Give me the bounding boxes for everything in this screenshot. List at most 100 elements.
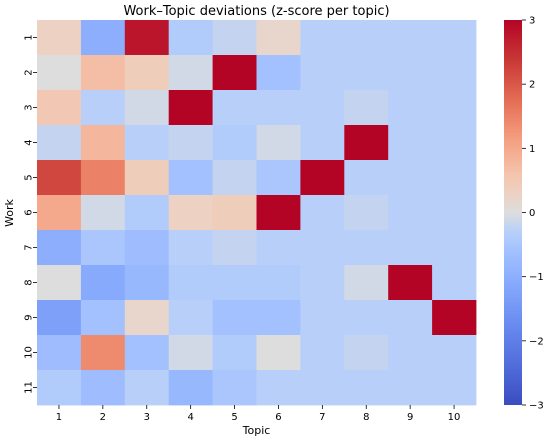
y-tick-label: 9 xyxy=(24,314,35,320)
heatmap-cell xyxy=(168,55,213,91)
y-tick-label: 4 xyxy=(24,139,35,145)
heatmap-cell xyxy=(37,370,82,406)
heatmap-cell xyxy=(37,335,82,371)
heatmap-cell xyxy=(432,230,477,266)
heatmap-cell xyxy=(300,125,345,161)
heatmap-cell xyxy=(124,20,170,56)
heatmap-cell xyxy=(300,335,345,371)
y-axis-ticks: 1 2 3 4 5 6 7 8 9 10 11 xyxy=(24,34,37,394)
heatmap-cell xyxy=(124,370,170,406)
heatmap-cell xyxy=(388,335,433,371)
heatmap-cell xyxy=(256,160,301,196)
heatmap-cell xyxy=(80,230,126,266)
heatmap-cell xyxy=(212,160,257,196)
heatmap-cell xyxy=(212,90,257,126)
heatmap-cell xyxy=(432,90,477,126)
colorbar-tick-label: −2 xyxy=(529,336,544,347)
x-tick-label: 2 xyxy=(100,412,106,423)
heatmap-cell xyxy=(300,55,345,91)
heatmap-cell xyxy=(388,20,433,56)
heatmap-cell xyxy=(432,55,477,91)
heatmap-cell xyxy=(432,370,477,406)
colorbar-tick-label: 1 xyxy=(529,144,535,155)
heatmap-cell xyxy=(300,195,345,231)
heatmap-cell xyxy=(344,55,389,91)
heatmap-cell xyxy=(124,195,170,231)
heatmap-cell xyxy=(256,90,301,126)
y-tick-label: 5 xyxy=(24,174,35,180)
heatmap-cell xyxy=(388,265,433,301)
heatmap-cell xyxy=(300,300,345,336)
heatmap-cell xyxy=(37,195,82,231)
heatmap-cell xyxy=(37,90,82,126)
heatmap-cell xyxy=(212,55,257,91)
heatmap-cell xyxy=(37,125,82,161)
heatmap-cell xyxy=(344,230,389,266)
heatmap-cell xyxy=(37,230,82,266)
heatmap-cell xyxy=(80,265,126,301)
heatmap-cell xyxy=(388,55,433,91)
heatmap-cell xyxy=(168,20,213,56)
heatmap-cell xyxy=(212,265,257,301)
colorbar-tick-label: 0 xyxy=(529,208,535,219)
heatmap-cell xyxy=(37,300,82,336)
heatmap-cell xyxy=(124,265,170,301)
heatmap-cell xyxy=(124,160,170,196)
heatmap-cell xyxy=(256,230,301,266)
heatmap-cell xyxy=(212,230,257,266)
y-tick-label: 10 xyxy=(24,346,35,359)
chart-title: Work–Topic deviations (z-score per topic… xyxy=(123,4,389,19)
heatmap-cell xyxy=(256,20,301,56)
heatmap-cell xyxy=(388,195,433,231)
heatmap-cell xyxy=(168,90,213,126)
heatmap-cell xyxy=(80,195,126,231)
heatmap-cell xyxy=(80,160,126,196)
y-tick-label: 2 xyxy=(24,69,35,75)
heatmap-cell xyxy=(212,195,257,231)
y-tick-label: 1 xyxy=(24,34,35,40)
y-tick-label: 3 xyxy=(24,104,35,110)
heatmap-cell xyxy=(212,125,257,161)
x-tick-label: 5 xyxy=(231,412,237,423)
heatmap-cell xyxy=(168,195,213,231)
heatmap-cell xyxy=(256,55,301,91)
heatmap-cell xyxy=(168,335,213,371)
heatmap-cell xyxy=(124,300,170,336)
heatmap-cell xyxy=(388,90,433,126)
y-tick-label: 7 xyxy=(24,244,35,250)
y-tick-label: 8 xyxy=(24,279,35,285)
heatmap-cell xyxy=(432,300,477,336)
heatmap-cell xyxy=(212,20,257,56)
heatmap-cell xyxy=(80,300,126,336)
heatmap-cell xyxy=(168,160,213,196)
heatmap-cell xyxy=(168,370,213,406)
heatmap-cell xyxy=(212,370,257,406)
colorbar-tick-label: 3 xyxy=(529,16,535,27)
x-axis-label: Topic xyxy=(242,424,271,437)
x-tick-label: 9 xyxy=(407,412,413,423)
heatmap-cell xyxy=(344,265,389,301)
heatmap-cell xyxy=(300,90,345,126)
x-tick-label: 7 xyxy=(319,412,325,423)
heatmap-cell xyxy=(388,230,433,266)
heatmap-cell xyxy=(344,370,389,406)
heatmap-cell xyxy=(80,370,126,406)
heatmap-cell xyxy=(344,300,389,336)
heatmap-cell xyxy=(80,90,126,126)
heatmap-cell xyxy=(432,160,477,196)
heatmap-cell xyxy=(300,230,345,266)
heatmap-cell xyxy=(388,125,433,161)
heatmap-cell xyxy=(212,300,257,336)
heatmap-cell xyxy=(124,335,170,371)
heatmap-cell xyxy=(388,160,433,196)
heatmap-cell xyxy=(124,90,170,126)
heatmap-cell xyxy=(256,265,301,301)
heatmap-cell xyxy=(124,230,170,266)
heatmap-cell xyxy=(256,195,301,231)
colorbar-tick-label: 2 xyxy=(529,80,535,91)
heatmap-cell xyxy=(256,300,301,336)
heatmap-cell xyxy=(124,125,170,161)
heatmap-cell xyxy=(388,300,433,336)
heatmap-cell xyxy=(168,125,213,161)
